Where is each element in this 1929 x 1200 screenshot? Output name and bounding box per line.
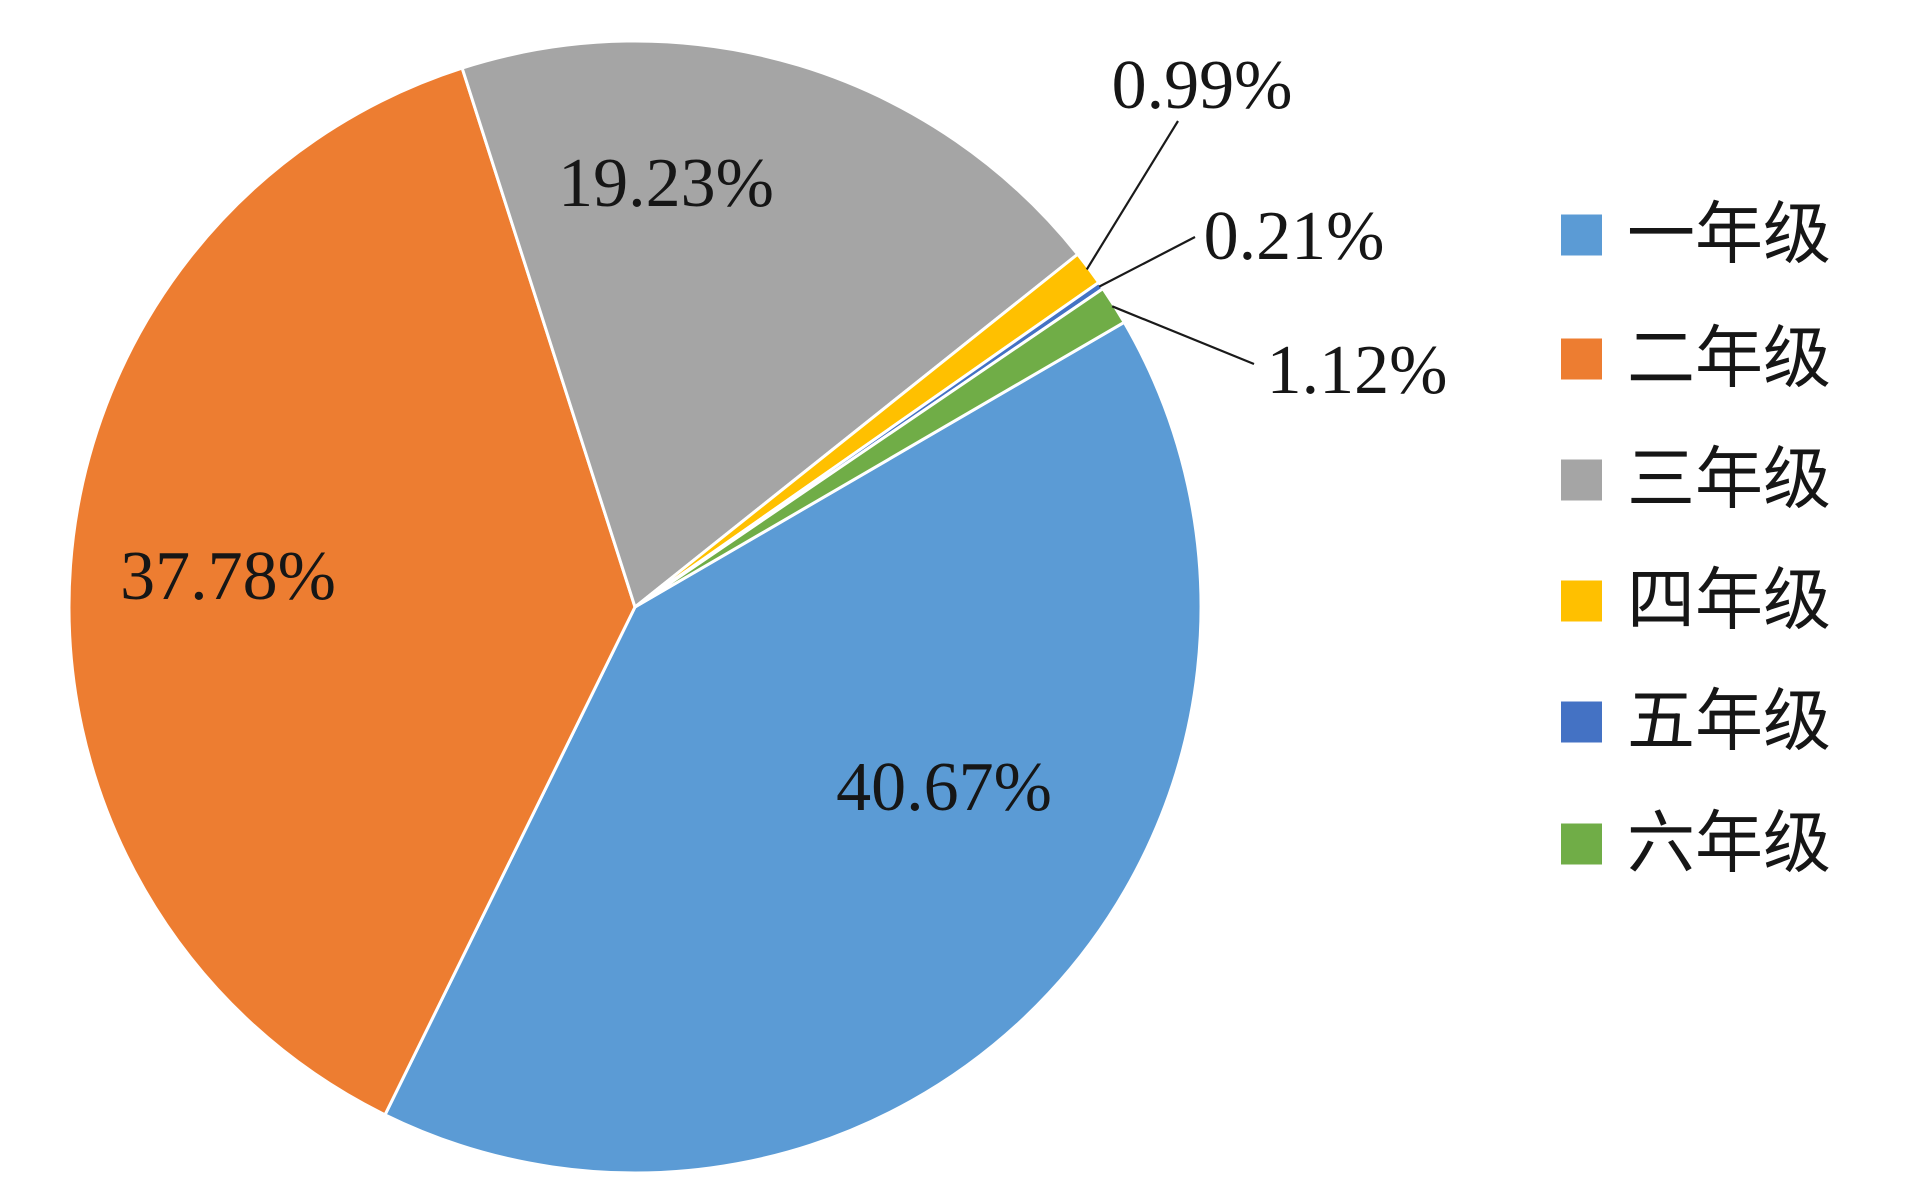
legend-swatch-4 [1561,580,1602,622]
legend-swatch-2 [1561,338,1602,380]
legend-item-3: 三年级 [1561,441,1831,520]
pie-slice-3 [460,39,1080,609]
legend-swatch-1 [1561,214,1602,256]
legend-item-1: 一年级 [1561,196,1831,275]
pie-slices [67,39,1203,1175]
pie-slice-2 [67,66,637,1117]
legend: 一年级 二年级 三年级 四年级 五年级 六年级 [1561,196,1831,884]
leader-line-5 [1098,236,1196,288]
leader-line-6 [1111,305,1255,366]
legend-item-6: 六年级 [1561,805,1831,884]
legend-item-2: 二年级 [1561,320,1831,399]
data-label-1: 40.67% [836,749,1052,826]
legend-item-4: 四年级 [1561,562,1831,641]
legend-label-6: 六年级 [1627,805,1831,884]
data-label-2: 37.78% [120,538,336,615]
data-labels: 40.67% 37.78% 19.23% 0.99% 0.21% 1.12% [120,47,1447,826]
data-label-5: 0.21% [1204,198,1385,275]
leader-line-4 [1085,120,1179,270]
data-label-4: 0.99% [1112,47,1293,124]
pie-slice-1 [383,320,1203,1175]
legend-swatch-6 [1561,823,1602,865]
legend-label-1: 一年级 [1627,196,1831,275]
legend-label-5: 五年级 [1627,683,1831,762]
legend-swatch-3 [1561,459,1602,501]
legend-swatch-5 [1561,701,1602,743]
leader-lines [1085,120,1255,366]
legend-item-5: 五年级 [1561,683,1831,762]
data-label-3: 19.23% [558,145,774,222]
legend-label-2: 二年级 [1627,320,1831,399]
pie-slice-6 [633,287,1126,609]
data-label-6: 1.12% [1267,332,1448,409]
legend-label-3: 三年级 [1627,441,1831,520]
legend-label-4: 四年级 [1627,562,1831,641]
